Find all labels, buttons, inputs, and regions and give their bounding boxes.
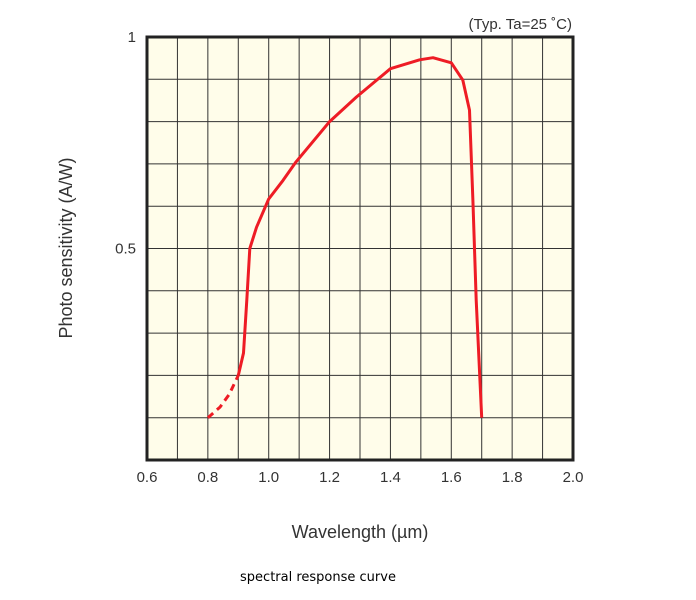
x-axis-label: Wavelength (µm) (292, 522, 429, 542)
plot-frame (145, 35, 575, 462)
x-tick-label: 0.8 (197, 469, 218, 486)
y-axis-label: Photo sensitivity (A/W) (56, 157, 76, 338)
x-tick-label: 0.6 (137, 469, 158, 486)
annotation: (Typ. Ta=25 ˚C) (468, 16, 572, 33)
series-line-dashed (206, 374, 240, 419)
y-tick-label: 1 (128, 29, 136, 46)
series-group (206, 56, 484, 419)
x-tick-label: 2.0 (563, 469, 584, 486)
x-tick-label: 1.2 (319, 469, 340, 486)
x-tick-labels: 0.6 0.8 1.0 1.2 1.4 1.6 1.8 2.0 (137, 469, 584, 486)
x-tick-label: 1.4 (380, 469, 401, 486)
figure-caption: spectral response curve (240, 570, 396, 585)
y-tick-label: 0.5 (115, 241, 136, 258)
x-tick-label: 1.6 (441, 469, 462, 486)
y-tick-labels: 10.5 (115, 29, 136, 258)
series-line-solid (236, 56, 484, 418)
x-tick-label: 1.0 (258, 469, 279, 486)
x-tick-label: 1.8 (502, 469, 523, 486)
